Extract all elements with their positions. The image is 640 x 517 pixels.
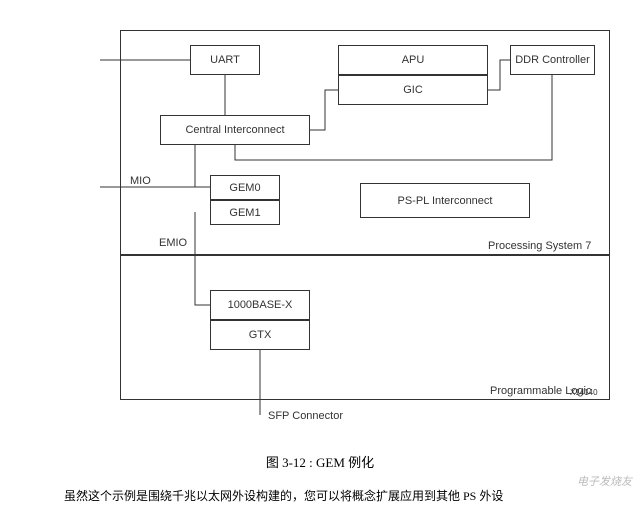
pl-group (120, 255, 610, 400)
ddr-box: DDR Controller (510, 45, 595, 75)
emio-label: EMIO (159, 237, 187, 249)
pspl-box: PS-PL Interconnect (360, 183, 530, 218)
watermark-text: 电子发烧友 (577, 473, 632, 489)
body-paragraph: 虽然这个示例是围绕千兆以太网外设构建的，您可以将概念扩展应用到其他 PS 外设 (40, 487, 620, 504)
apu-box: APU (338, 45, 488, 75)
gtx-box: GTX (210, 320, 310, 350)
pl-label: Programmable Logic (490, 385, 592, 397)
central-interconnect-box: Central Interconnect (160, 115, 310, 145)
ps7-label: Processing System 7 (488, 240, 591, 252)
basex-box: 1000BASE-X (210, 290, 310, 320)
figure-caption: 图 3-12 : GEM 例化 (0, 452, 640, 471)
mio-label: MIO (130, 175, 151, 187)
uart-box: UART (190, 45, 260, 75)
gem1-box: GEM1 (210, 200, 280, 225)
gic-box: GIC (338, 75, 488, 105)
gem0-box: GEM0 (210, 175, 280, 200)
sfp-label: SFP Connector (268, 410, 343, 422)
diagram-area: UART APU GIC DDR Controller Central Inte… (0, 0, 640, 440)
